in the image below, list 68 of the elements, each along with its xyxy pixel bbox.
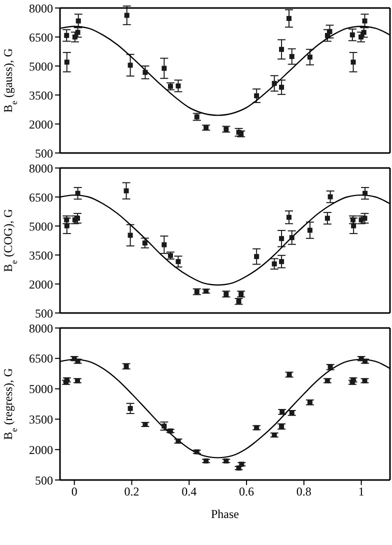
point [279, 236, 284, 242]
y-tick-label: 5000 [29, 219, 53, 234]
point [286, 16, 292, 21]
point [307, 54, 312, 60]
point [75, 30, 80, 35]
point [124, 12, 130, 18]
x-tick-label: 0.8 [296, 484, 312, 499]
y-tick-label: 3500 [29, 88, 53, 102]
y-tick-label: 5000 [29, 59, 53, 74]
point [128, 232, 133, 238]
point [64, 32, 70, 38]
point [72, 34, 78, 40]
point [176, 259, 181, 264]
point [362, 18, 368, 24]
y-tick-label: 2000 [29, 117, 53, 132]
y-tick-label: 500 [35, 473, 53, 488]
x-tick-label: 0.6 [239, 484, 254, 499]
point [76, 18, 81, 24]
point [254, 93, 260, 98]
point [289, 235, 294, 240]
point [254, 254, 260, 260]
y-tick-label: 6500 [29, 190, 53, 204]
point [176, 83, 181, 88]
x-tick-label: 1 [358, 484, 364, 499]
x-tick-label: 0.4 [182, 484, 197, 499]
point [279, 84, 284, 90]
point [307, 228, 312, 233]
y-tick-label: 2000 [29, 442, 53, 457]
point [279, 259, 284, 264]
point [351, 223, 356, 228]
point [327, 29, 332, 34]
point [350, 32, 355, 38]
point [142, 70, 148, 75]
point [358, 34, 364, 40]
y-tick-label: 6500 [29, 352, 53, 366]
point [289, 54, 294, 60]
point [362, 190, 368, 196]
y-tick-label: 6500 [29, 30, 53, 44]
y-tick-label: 8000 [29, 161, 53, 176]
y-tick-label: 5000 [29, 382, 53, 396]
point [350, 60, 356, 65]
point [128, 62, 133, 68]
y-tick-label: 8000 [29, 321, 53, 336]
x-tick-label: 0.2 [124, 484, 140, 499]
x-tick-label: 0 [71, 484, 78, 499]
y-tick-label: 3500 [29, 248, 53, 262]
point [324, 216, 330, 221]
point [328, 194, 333, 200]
point [75, 190, 80, 196]
point [362, 216, 368, 221]
x-axis-title: Phase [211, 507, 239, 521]
point [64, 60, 70, 65]
y-tick-label: 8000 [29, 1, 53, 16]
point [272, 80, 277, 86]
point [162, 242, 167, 248]
point [286, 214, 292, 220]
point [128, 406, 133, 411]
point [75, 216, 80, 221]
y-tick-label: 500 [35, 146, 53, 160]
y-tick-label: 3500 [29, 412, 53, 426]
point [124, 188, 129, 194]
point [279, 46, 284, 52]
y-tick-label: 500 [35, 306, 53, 320]
point [361, 30, 366, 35]
point [272, 261, 277, 266]
y-tick-label: 2000 [29, 277, 53, 292]
point [162, 66, 167, 71]
point [142, 240, 148, 246]
